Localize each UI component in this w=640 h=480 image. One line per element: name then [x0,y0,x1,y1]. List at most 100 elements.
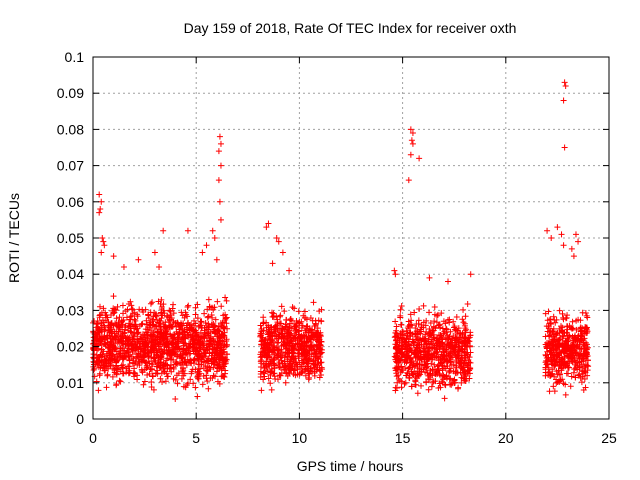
data-point [96,209,103,216]
data-point [547,343,554,350]
data-point [408,368,415,375]
data-point [270,360,277,367]
data-point [149,299,156,306]
data-point [578,367,585,374]
data-point [580,368,587,375]
data-point [398,342,405,349]
data-point [553,332,560,339]
chart-title: Day 159 of 2018, Rate Of TEC Index for r… [184,20,517,36]
data-point [414,390,421,397]
data-point [262,360,269,367]
y-tick-label: 0.04 [57,266,84,282]
data-point [153,316,160,323]
data-point [441,357,448,364]
data-point [579,355,586,362]
data-point [438,310,445,317]
data-point [194,340,201,347]
data-point [295,327,302,334]
data-point [275,346,282,353]
data-point [205,385,212,392]
data-point [584,372,591,379]
data-point [416,348,423,355]
data-point [273,354,280,361]
data-point [415,320,422,327]
data-point [551,388,558,395]
data-point [120,263,127,270]
data-point [98,333,105,340]
data-point [412,370,419,377]
data-point [204,378,211,385]
data-point [404,330,411,337]
data-point [167,331,174,338]
data-point [163,334,170,340]
data-point [98,198,105,205]
data-point [402,379,409,386]
data-point [204,368,211,375]
data-point [117,378,124,385]
data-point [564,362,571,369]
data-point [562,391,569,398]
data-point [450,378,457,385]
data-point [467,332,474,339]
data-point [580,353,587,360]
data-point [462,327,469,334]
data-point [307,315,314,322]
data-point [552,319,559,326]
data-point [462,313,469,320]
data-point [214,365,221,372]
data-point [205,313,212,320]
data-point [145,311,152,318]
data-point [462,342,469,349]
data-point [172,340,179,347]
data-point [121,353,128,360]
data-point [258,357,265,364]
data-point [544,328,551,335]
data-point [203,357,210,364]
data-point [95,364,102,371]
data-point [571,347,578,354]
data-point [195,366,202,373]
data-point [462,371,469,378]
data-point [451,323,458,330]
data-point [317,350,324,357]
data-point [411,331,418,338]
data-point [569,318,576,325]
data-point [221,374,228,381]
data-point [172,396,179,403]
data-point [218,367,225,374]
data-point [178,346,185,353]
data-point [430,327,437,334]
data-point [408,322,415,329]
data-point [299,322,306,329]
data-point [465,338,472,345]
data-point [397,312,404,319]
data-point [584,344,591,351]
data-point [569,355,576,362]
data-point [405,177,412,184]
data-point [113,315,120,322]
data-point [94,354,101,361]
data-point [182,335,189,342]
data-point [423,365,430,372]
data-point [203,242,210,249]
data-point [542,364,549,371]
data-point [453,337,460,344]
data-point [179,364,186,371]
data-point [278,303,285,310]
y-tick-label: 0.07 [57,158,84,174]
data-point [396,357,403,364]
data-point [456,334,463,341]
data-point [272,376,279,383]
data-point [175,335,182,342]
data-point [198,318,205,325]
data-point [100,238,107,245]
data-point [190,328,197,335]
data-point [572,374,579,381]
data-point [407,151,414,158]
data-point [197,319,204,326]
data-point [289,304,296,311]
data-point [269,337,276,344]
data-point [206,337,213,344]
data-point [154,328,161,335]
